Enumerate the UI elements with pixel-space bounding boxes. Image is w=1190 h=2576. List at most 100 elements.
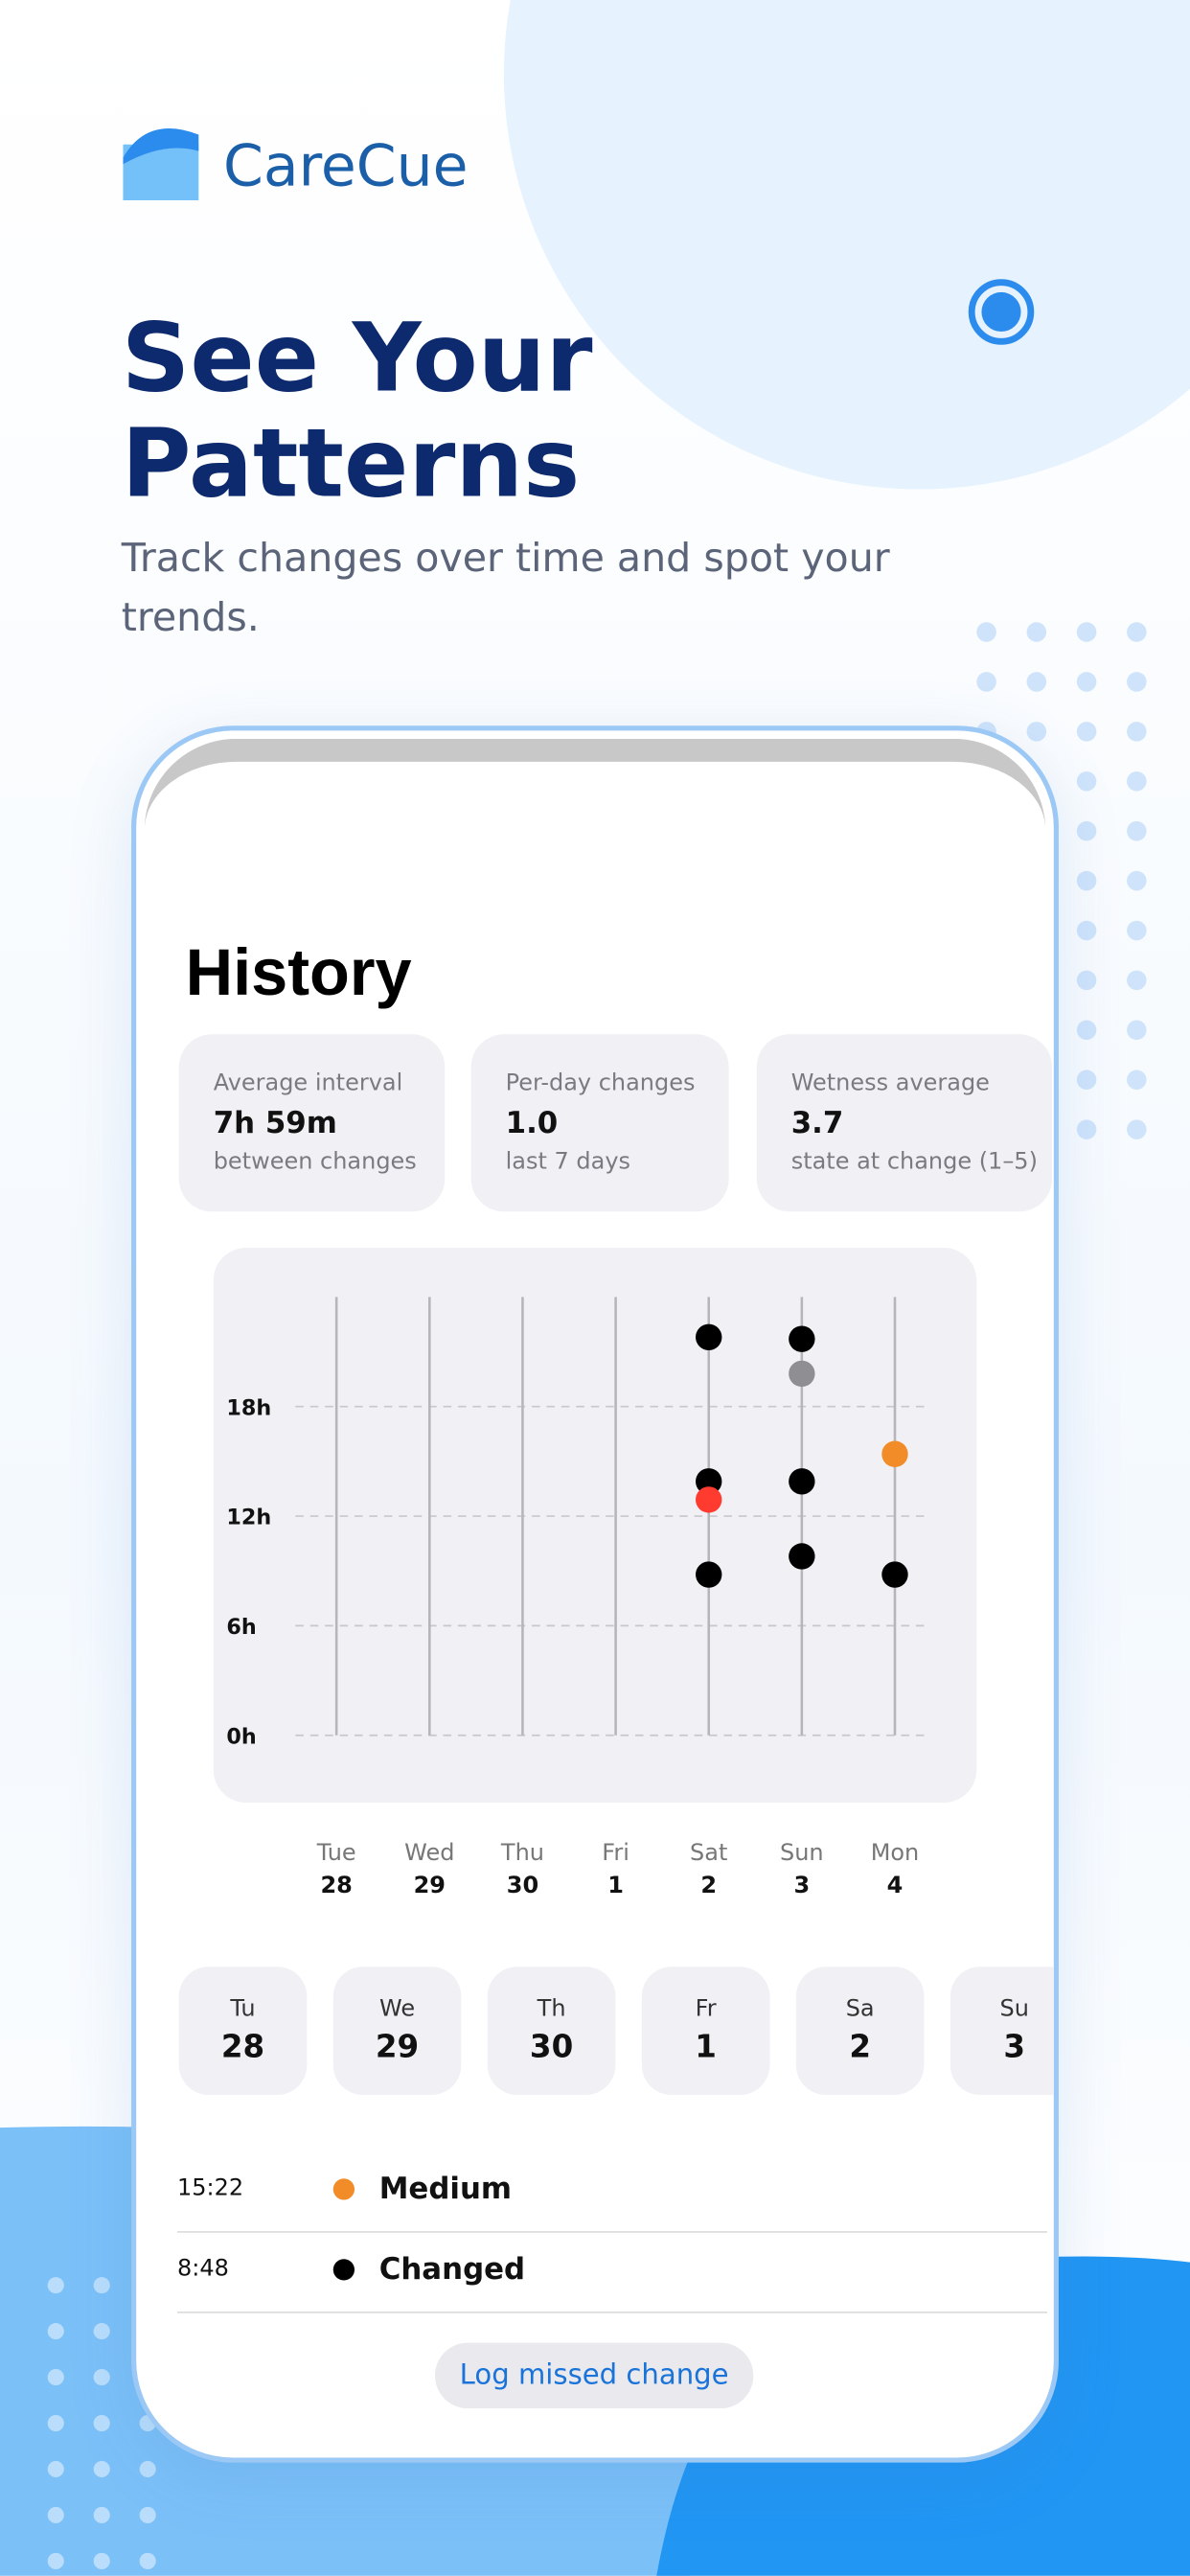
- pill-day: Su: [999, 1996, 1029, 2023]
- day-pill[interactable]: We 29: [332, 1966, 462, 2095]
- decor-dot: [1127, 870, 1147, 891]
- decor-dot: [1127, 622, 1147, 642]
- decor-dot: [1127, 1020, 1147, 1041]
- decor-dot: [1076, 820, 1097, 841]
- decor-dot: [1076, 970, 1097, 991]
- decor-dot: [139, 2506, 156, 2524]
- decor-dot: [976, 622, 996, 642]
- day-pill[interactable]: Th 30: [487, 1966, 616, 2095]
- x-tick-date: 1: [607, 1872, 624, 1898]
- stat-card: Per-day changes 1.0 last 7 days: [470, 1034, 729, 1212]
- pill-day: Sa: [845, 1996, 875, 2023]
- data-point: [789, 1543, 815, 1570]
- day-pill[interactable]: Tu 28: [178, 1966, 308, 2095]
- entry-dot: [332, 2259, 355, 2281]
- entry-time: 8:48: [177, 2255, 229, 2283]
- x-tick-label: Mon: [871, 1839, 920, 1866]
- decor-dot: [93, 2323, 110, 2340]
- stat-label: Average interval: [213, 1070, 403, 1097]
- pill-day: Th: [537, 1996, 566, 2023]
- decor-dot: [93, 2552, 110, 2570]
- decor-dot: [1076, 622, 1097, 642]
- decor-dot: [1076, 1020, 1097, 1041]
- decor-dot: [1127, 672, 1147, 692]
- brand: CareCue: [222, 134, 469, 200]
- y-tick-label: 12h: [226, 1506, 271, 1530]
- pill-day: We: [379, 1996, 416, 2023]
- data-point: [696, 1468, 722, 1495]
- data-point: [789, 1325, 815, 1352]
- x-tick-label: Wed: [404, 1839, 454, 1866]
- x-tick-date: 30: [507, 1872, 538, 1898]
- day-pill[interactable]: Fr 1: [641, 1966, 770, 2095]
- decor-dot: [93, 2506, 110, 2524]
- x-tick-label: Tue: [316, 1839, 356, 1866]
- stat-note: between changes: [213, 1149, 417, 1176]
- decor-dot: [1127, 820, 1147, 841]
- subtitle: Track changes over time and spot your tr…: [121, 535, 890, 641]
- data-point: [881, 1561, 908, 1588]
- decor-dot: [1076, 722, 1097, 742]
- y-tick-label: 6h: [226, 1615, 256, 1640]
- decor-dot: [1076, 870, 1097, 891]
- pill-day: Tu: [230, 1996, 256, 2023]
- x-tick-label: Fri: [602, 1839, 629, 1866]
- day-pill[interactable]: Sa 2: [795, 1966, 925, 2095]
- y-tick-label: 0h: [226, 1724, 256, 1749]
- decor-dot: [47, 2369, 64, 2386]
- decor-dot: [1026, 672, 1047, 692]
- stat-card: Average interval 7h 59m between changes: [178, 1034, 446, 1212]
- data-point: [881, 1440, 908, 1467]
- entry-row[interactable]: 15:22 Medium: [177, 2152, 1047, 2233]
- data-point: [696, 1323, 722, 1350]
- decor-dot: [47, 2552, 64, 2570]
- decor-dot: [93, 2414, 110, 2432]
- decor-dot: [47, 2277, 64, 2294]
- chart-panel: [213, 1247, 977, 1803]
- stat-label: Per-day changes: [505, 1070, 696, 1097]
- decor-dot: [139, 2460, 156, 2478]
- stat-label: Wetness average: [790, 1070, 990, 1097]
- data-point: [696, 1486, 722, 1513]
- decor-dot: [1127, 920, 1147, 941]
- pill-date: 2: [849, 2029, 871, 2066]
- entry-label: Medium: [378, 2172, 513, 2207]
- data-point: [696, 1561, 722, 1588]
- pill-date: 1: [695, 2029, 717, 2066]
- entry-row[interactable]: 8:48 Changed: [177, 2233, 1047, 2313]
- decor-dot: [93, 2369, 110, 2386]
- stat-note: last 7 days: [505, 1149, 631, 1176]
- x-tick-date: 29: [414, 1872, 446, 1898]
- decor-dot: [47, 2323, 64, 2340]
- decor-dot: [1076, 1070, 1097, 1090]
- log-button[interactable]: Log missed change: [434, 2342, 754, 2409]
- bezel: [144, 738, 1046, 936]
- chart: 0h 6h 12h 18h Tue 28 Wed 29 Thu 30 Fri 1 Sat 2 Sun 3 Mon…: [213, 1247, 977, 1898]
- x-tick-label: Sat: [690, 1839, 727, 1866]
- decor-dot: [1127, 1070, 1147, 1090]
- pill-day: Fr: [695, 1996, 717, 2023]
- stat-value: 3.7: [790, 1106, 844, 1141]
- decor-dot: [1076, 920, 1097, 941]
- decor-dot: [976, 672, 996, 692]
- x-tick-label: Sun: [780, 1839, 824, 1866]
- entry-label: Changed: [378, 2252, 526, 2288]
- pill-date: 30: [529, 2029, 574, 2066]
- pill-date: 29: [375, 2029, 420, 2066]
- stat-card: Wetness average 3.7 state at change (1–5): [756, 1034, 1053, 1212]
- x-tick-date: 4: [887, 1872, 904, 1898]
- day-pill[interactable]: Su 3: [950, 1966, 1054, 2095]
- decor-dot: [1026, 722, 1047, 742]
- data-point: [789, 1468, 815, 1495]
- decor-dot: [1127, 770, 1147, 792]
- decor-dot: [93, 2460, 110, 2478]
- decor-dot: [1026, 622, 1047, 642]
- decor-dot: [139, 2552, 156, 2570]
- decor-dot: [1127, 970, 1147, 991]
- decor-dot: [1127, 1119, 1147, 1139]
- stat-value: 7h 59m: [213, 1106, 337, 1141]
- decor-dot: [93, 2277, 110, 2294]
- decor-dot: [1076, 1119, 1097, 1139]
- pill-date: 28: [220, 2029, 265, 2066]
